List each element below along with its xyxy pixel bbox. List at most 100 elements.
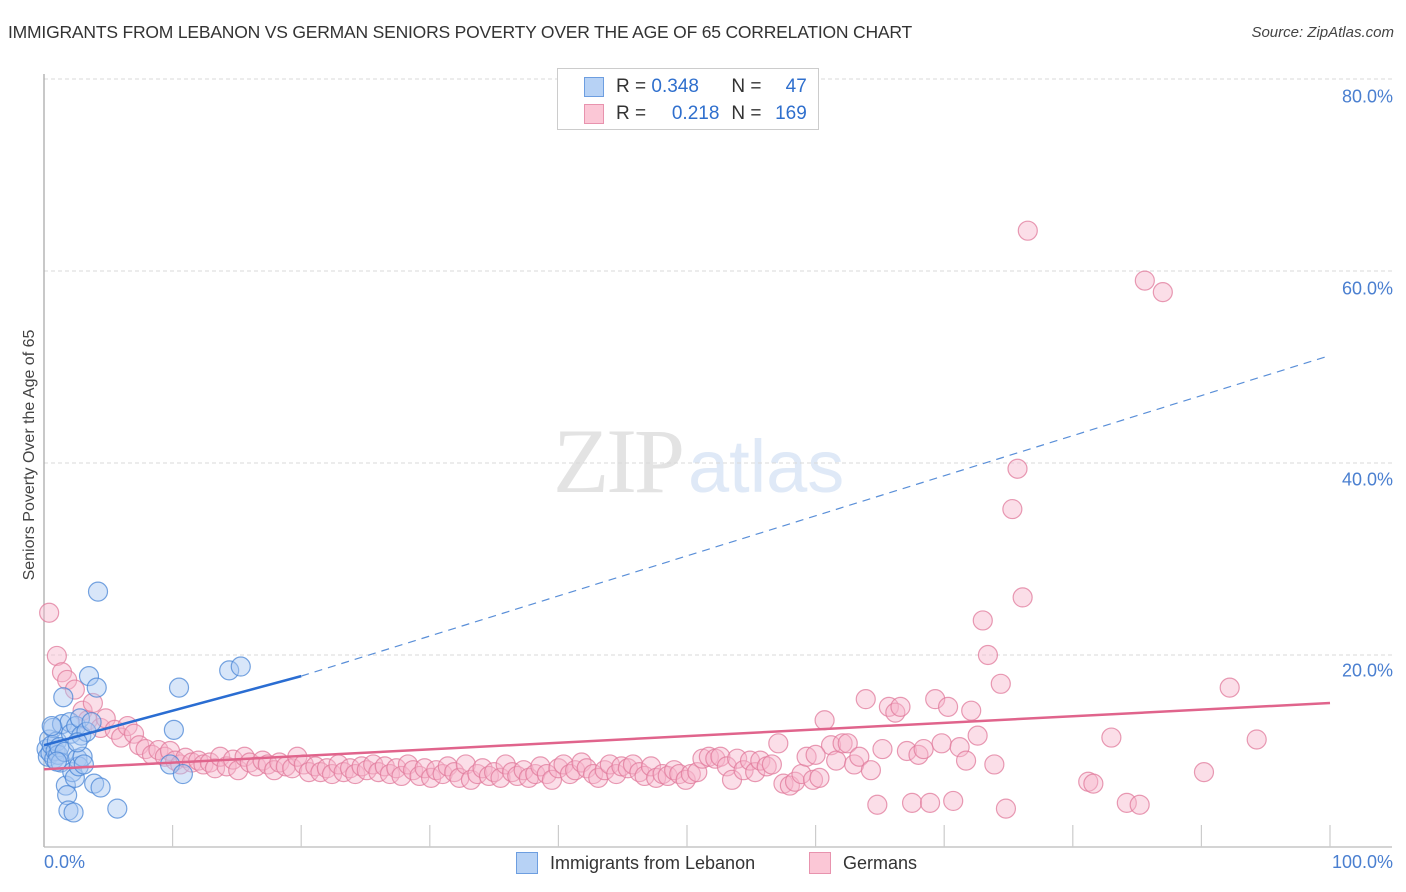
data-point xyxy=(168,677,190,698)
r-value-germans: 0.218 xyxy=(671,103,720,124)
data-point xyxy=(107,798,128,819)
data-point xyxy=(814,710,835,731)
r-label: R = xyxy=(616,103,647,124)
data-point xyxy=(1129,794,1150,815)
r-label: R = xyxy=(616,76,647,97)
lebanon-swatch xyxy=(584,77,604,97)
data-point xyxy=(984,754,1005,775)
germans-points xyxy=(39,220,1267,819)
data-point xyxy=(1101,727,1122,748)
data-point xyxy=(937,696,959,717)
data-point xyxy=(855,689,876,710)
data-point xyxy=(867,794,888,815)
data-point xyxy=(1152,282,1173,303)
watermark-atlas: atlas xyxy=(688,425,845,508)
data-point xyxy=(640,756,662,777)
n-label: N = xyxy=(731,103,762,124)
data-point xyxy=(913,738,934,760)
stats-legend: R = 0.348 N = 47 R = 0.218 N = 169 xyxy=(557,68,819,130)
data-point xyxy=(931,733,952,754)
legend-item-germans[interactable]: Germans xyxy=(809,852,917,874)
data-point xyxy=(687,762,708,783)
data-point xyxy=(81,712,102,733)
y-tick-80: 80.0% xyxy=(1341,86,1393,107)
data-point xyxy=(219,660,240,681)
data-point xyxy=(901,792,923,813)
legend-label-lebanon: Immigrants from Lebanon xyxy=(550,852,756,873)
legend-item-lebanon[interactable]: Immigrants from Lebanon xyxy=(516,852,755,874)
lebanon-trend-solid xyxy=(43,674,302,747)
data-point xyxy=(111,727,132,748)
data-point xyxy=(805,744,826,765)
germans-trend xyxy=(43,701,1331,771)
zipatlas-watermark: ZIPatlas xyxy=(553,408,844,514)
data-point xyxy=(1193,762,1215,783)
data-point xyxy=(919,792,941,813)
data-point xyxy=(849,746,870,767)
n-label: N = xyxy=(731,76,762,97)
data-point xyxy=(163,719,184,740)
data-point xyxy=(943,790,964,812)
data-point xyxy=(961,700,982,721)
data-point xyxy=(977,644,999,666)
data-point xyxy=(1134,270,1155,291)
data-point xyxy=(727,748,748,769)
data-point xyxy=(69,708,91,729)
gridlines xyxy=(44,78,1392,656)
data-point xyxy=(768,733,789,754)
data-point xyxy=(832,733,853,754)
data-point xyxy=(995,798,1017,819)
y-tick-20: 20.0% xyxy=(1341,660,1393,681)
data-point xyxy=(46,645,67,667)
data-point xyxy=(73,754,94,775)
germans-swatch xyxy=(584,104,604,124)
data-point xyxy=(890,696,911,717)
data-point xyxy=(745,762,766,783)
data-point xyxy=(391,765,412,787)
data-point xyxy=(1017,220,1038,241)
data-point xyxy=(490,767,511,788)
n-value-germans: 169 xyxy=(775,103,807,124)
data-point xyxy=(1246,729,1267,750)
legend-label-germans: Germans xyxy=(843,852,918,873)
stats-row-germans: R = 0.218 N = 169 xyxy=(584,103,807,125)
data-point xyxy=(87,581,109,602)
lebanon-legend-swatch xyxy=(516,852,538,874)
lebanon-points xyxy=(36,581,251,823)
data-point xyxy=(972,610,993,631)
data-point xyxy=(955,750,977,771)
axes xyxy=(43,74,1392,848)
data-point xyxy=(809,767,830,788)
data-point xyxy=(426,760,447,781)
data-point xyxy=(90,777,111,798)
y-tick-60: 60.0% xyxy=(1341,278,1393,299)
data-point xyxy=(1116,792,1137,813)
stats-row-lebanon: R = 0.348 N = 47 xyxy=(584,76,807,98)
lebanon-trend-dashed xyxy=(301,354,1331,677)
trend-lines xyxy=(43,354,1331,771)
n-value-lebanon: 47 xyxy=(785,76,807,97)
data-point xyxy=(282,758,303,779)
data-point xyxy=(84,773,105,794)
data-point xyxy=(878,696,900,717)
data-point xyxy=(39,602,60,623)
data-point xyxy=(41,715,62,737)
data-point xyxy=(230,656,251,677)
data-point xyxy=(53,687,74,708)
germans-legend-swatch xyxy=(809,852,831,874)
data-point xyxy=(64,679,85,700)
data-point xyxy=(872,738,893,760)
data-point xyxy=(86,677,107,698)
x-tick-0: 0.0% xyxy=(44,852,86,872)
data-point xyxy=(761,754,782,775)
y-axis-label: Seniors Poverty Over the Age of 65 xyxy=(21,329,38,581)
data-point xyxy=(1007,458,1028,479)
data-point xyxy=(172,763,193,785)
y-tick-40: 40.0% xyxy=(1341,469,1393,490)
data-point xyxy=(541,769,563,790)
data-point xyxy=(46,751,67,772)
chart-title: IMMIGRANTS FROM LEBANON VS GERMAN SENIOR… xyxy=(8,22,912,42)
data-point xyxy=(967,725,988,746)
data-point xyxy=(78,666,100,687)
